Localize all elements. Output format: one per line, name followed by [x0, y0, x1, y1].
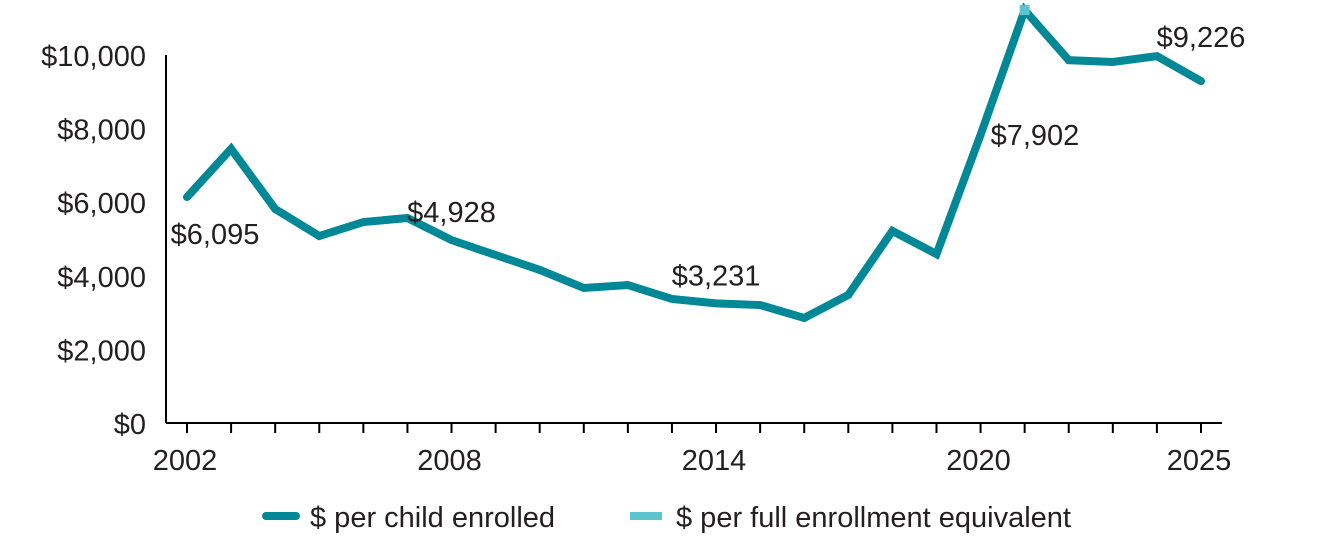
x-tick-label: 2002	[153, 445, 218, 477]
data-label: $6,095	[171, 219, 260, 251]
legend-item-full-enrollment: $ per full enrollment equivalent	[630, 502, 1071, 534]
y-tick-label: $8,000	[57, 115, 146, 147]
x-tick-label: 2008	[417, 445, 482, 477]
axes: $0 $2,000 $4,000 $6,000 $8,000 $10,000 2002 200…	[41, 41, 1231, 477]
series-lines	[183, 2, 1205, 323]
series-point-full-enrollment	[1019, 5, 1030, 16]
legend-label-per-child: $ per child enrolled	[310, 502, 555, 534]
legend-item-per-child: $ per child enrolled	[262, 502, 555, 534]
data-label: $3,231	[672, 260, 761, 292]
data-label: $4,928	[407, 197, 496, 229]
y-tick-label: $6,000	[57, 188, 146, 220]
x-tick-label: 2020	[946, 445, 1011, 477]
x-tick-label: 2025	[1167, 445, 1232, 477]
x-tick-label: 2014	[682, 445, 747, 477]
y-tick-label: $0	[114, 409, 146, 441]
series-line-per-child	[183, 2, 1205, 323]
y-tick-label: $4,000	[57, 262, 146, 294]
data-label: $9,226	[1157, 22, 1246, 54]
y-tick-label: $10,000	[41, 41, 146, 73]
y-tick-label: $2,000	[57, 335, 146, 367]
legend-label-full-enrollment: $ per full enrollment equivalent	[676, 502, 1071, 534]
annotations: $6,095 $4,928 $3,231 $7,902 $9,226	[171, 22, 1246, 292]
data-label: $7,902	[991, 120, 1080, 152]
legend: $ per child enrolled $ per full enrollme…	[262, 502, 1071, 534]
